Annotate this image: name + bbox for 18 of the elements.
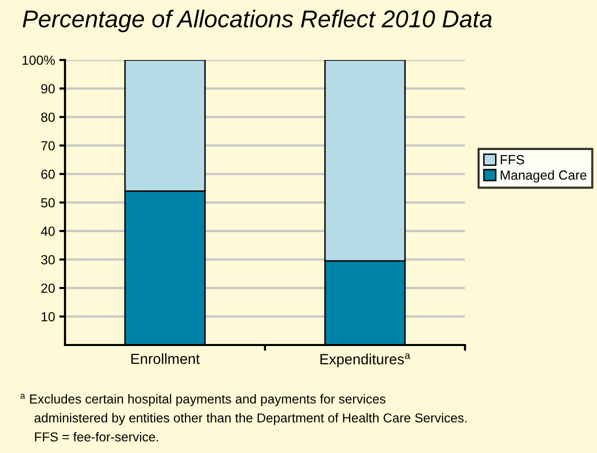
y-tick-label: 30 [41, 255, 55, 264]
y-tick-label: 40 [40, 226, 55, 236]
y-tick-label: 20 [41, 284, 55, 293]
y-tick-label: 100% [22, 56, 55, 65]
text: FFS = fee-for-service. [35, 432, 158, 442]
chart-title: Percentage of Allocations Reflect 2010 Data [22, 10, 492, 32]
y-tick-label: 90 [41, 84, 55, 94]
y-tick-label: 50 [41, 198, 55, 208]
legend-label: Managed Care [500, 170, 586, 182]
x-tick-label: Expenditures$^{a}$ [320, 353, 410, 368]
y-tick-label: 80 [41, 112, 55, 122]
text: $^{a}$ Excludes certain hospital payments and payments for services [20, 394, 386, 406]
y-tick-label: 60 [41, 170, 55, 179]
y-tick-label: 70 [41, 141, 55, 150]
legend-label: FFS [500, 155, 524, 164]
x-tick-label: Enrollment [131, 353, 200, 364]
y-tick-label: 10 [42, 312, 55, 322]
text: administered by entities other than the Department of Health Care Services. [34, 412, 466, 426]
